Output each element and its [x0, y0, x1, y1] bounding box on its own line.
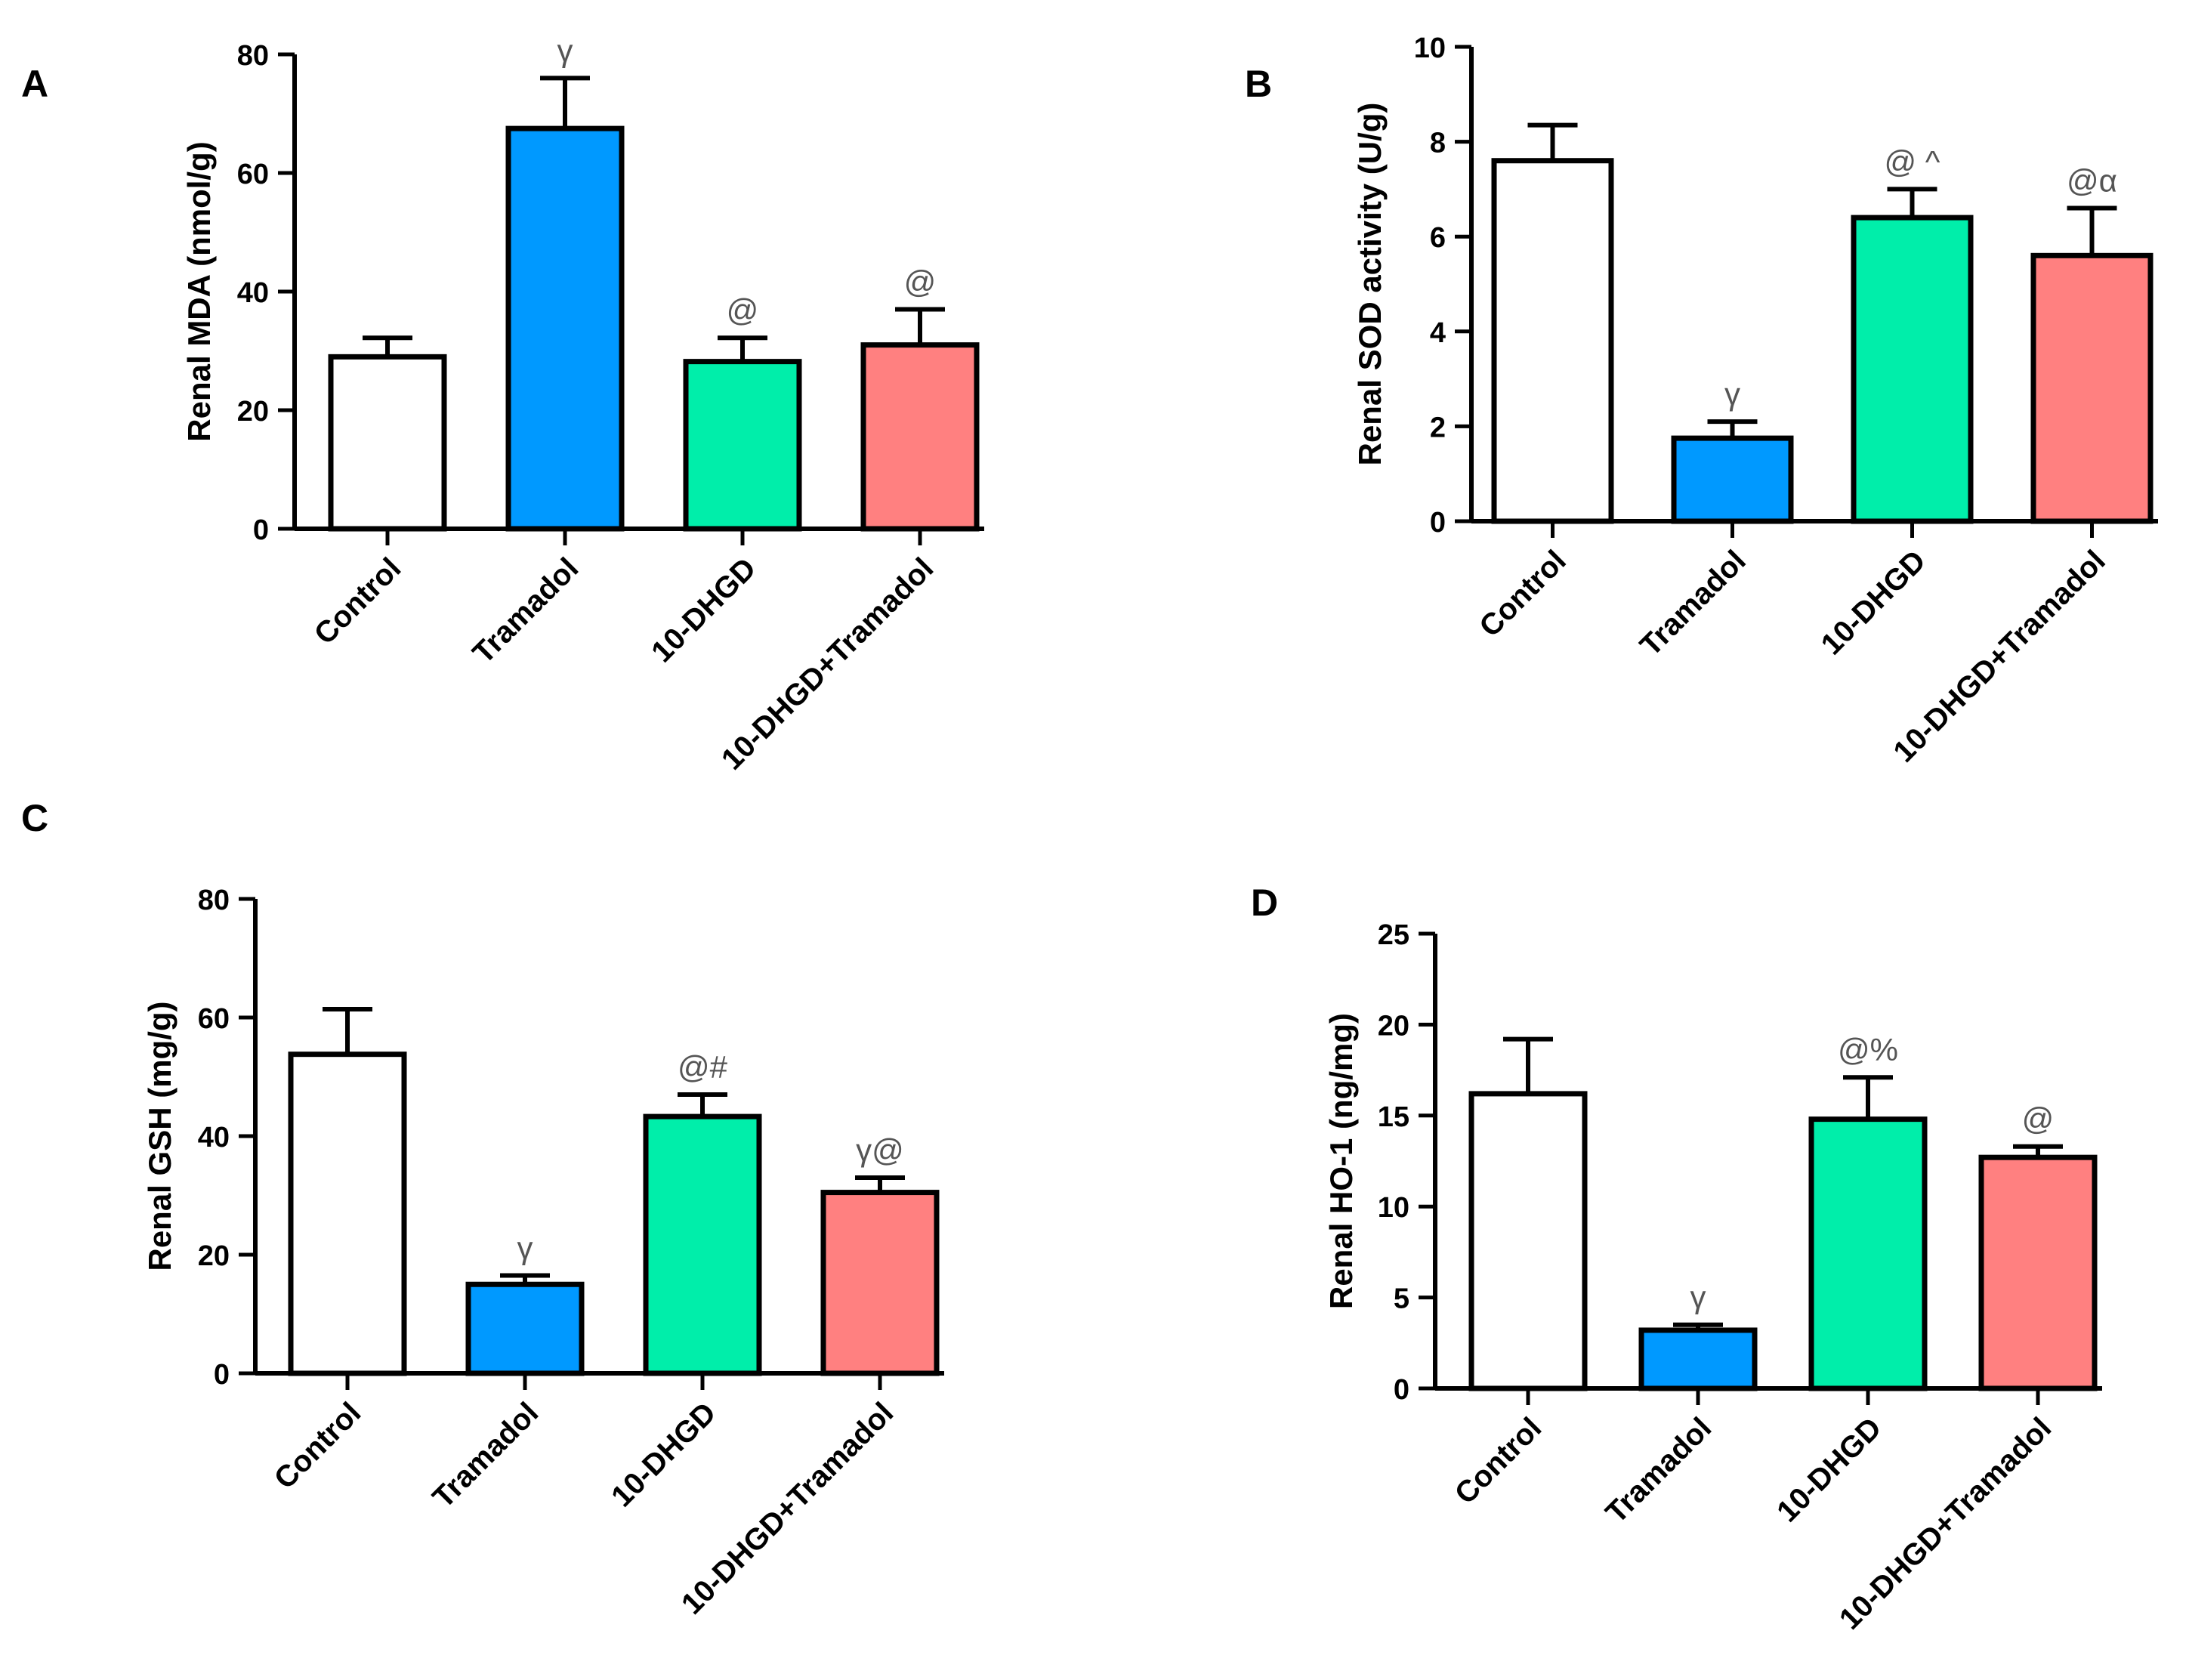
y-tick-label: 15 [1378, 1101, 1409, 1133]
y-tick-label: 0 [214, 1359, 230, 1391]
bar [860, 342, 980, 532]
bar [288, 1052, 407, 1376]
significance-label: @% [1838, 1032, 1898, 1067]
category-label: Control [1449, 1411, 1548, 1511]
panel-letter: B [1245, 63, 1272, 105]
y-tick-label: 80 [237, 40, 269, 72]
bar [1638, 1327, 1758, 1391]
category-label: 10-DHGD [645, 551, 762, 669]
category-label: Control [308, 551, 408, 651]
bar [1491, 158, 1614, 524]
panel-letter: A [21, 63, 48, 105]
bar [820, 1190, 940, 1376]
y-tick-label: 40 [198, 1122, 230, 1153]
bar [1978, 1154, 2098, 1391]
category-label: 10-DHGD [1771, 1411, 1888, 1528]
bar [465, 1281, 585, 1376]
y-tick-label: 25 [1378, 919, 1409, 951]
bar [2030, 252, 2153, 524]
bar [683, 359, 802, 532]
category-label: Control [1473, 544, 1573, 644]
significance-label: @ [2022, 1101, 2055, 1137]
panel-c: C Renal GSH (mg/g) Control γ Tramadol @# 10-DH… [21, 797, 944, 1621]
y-tick-label: 80 [198, 885, 230, 916]
significance-label: γ [517, 1230, 533, 1265]
y-axis-label: Renal GSH (mg/g) [142, 1001, 178, 1271]
y-tick-label: 0 [253, 514, 269, 546]
y-tick-label: 20 [237, 396, 269, 428]
category-label: Control [268, 1396, 368, 1496]
panel-b: B Renal SOD activity (U/g) Control γ Tramado… [1245, 32, 2158, 769]
panel-d: D Renal HO-1 (ng/mg) Control γ Tramadol @% 10-… [1251, 882, 2102, 1636]
y-axis-label: Renal MDA (nmol/g) [181, 141, 217, 441]
y-tick-label: 0 [1394, 1374, 1409, 1406]
y-tick-label: 8 [1430, 128, 1446, 159]
y-tick-label: 0 [1430, 507, 1446, 539]
significance-label: @ [727, 292, 759, 328]
significance-label: @ ^ [1884, 144, 1940, 179]
bar [1851, 215, 1974, 524]
panel-a: A Renal MDA (nmol/g) Control γ Tramadol @10-D… [21, 32, 984, 777]
bar [1468, 1091, 1588, 1391]
significance-label: @α [2067, 163, 2117, 199]
y-tick-label: 10 [1414, 32, 1446, 64]
category-label: Tramadol [426, 1396, 545, 1515]
category-label: 10-DHGD [605, 1396, 722, 1513]
category-label: Tramadol [1634, 544, 1752, 662]
category-label: Tramadol [466, 551, 585, 670]
y-tick-label: 40 [237, 277, 269, 309]
y-tick-label: 6 [1430, 222, 1446, 254]
significance-label: γ [1724, 376, 1740, 412]
significance-label: γ [1690, 1280, 1706, 1315]
y-tick-label: 5 [1394, 1283, 1409, 1315]
significance-label: γ@ [856, 1132, 904, 1168]
y-tick-label: 60 [237, 159, 269, 190]
y-tick-label: 2 [1430, 412, 1446, 443]
category-label: 10-DHGD [1815, 544, 1932, 661]
bar [643, 1113, 762, 1376]
bar [1808, 1116, 1928, 1391]
category-label: Tramadol [1599, 1411, 1718, 1530]
y-tick-label: 60 [198, 1003, 230, 1035]
y-tick-label: 4 [1430, 317, 1446, 349]
panel-letter: D [1251, 882, 1278, 924]
y-tick-label: 20 [198, 1240, 230, 1272]
significance-label: γ [557, 32, 573, 68]
panel-letter: C [21, 797, 48, 839]
bar [328, 354, 447, 532]
y-tick-label: 10 [1378, 1192, 1409, 1224]
bar [1671, 435, 1794, 524]
bar [505, 125, 625, 532]
y-axis-label: Renal HO-1 (ng/mg) [1323, 1013, 1359, 1309]
significance-label: @ [904, 264, 937, 300]
y-tick-label: 20 [1378, 1010, 1409, 1042]
significance-label: @# [678, 1049, 728, 1085]
y-axis-label: Renal SOD activity (U/g) [1352, 103, 1388, 466]
